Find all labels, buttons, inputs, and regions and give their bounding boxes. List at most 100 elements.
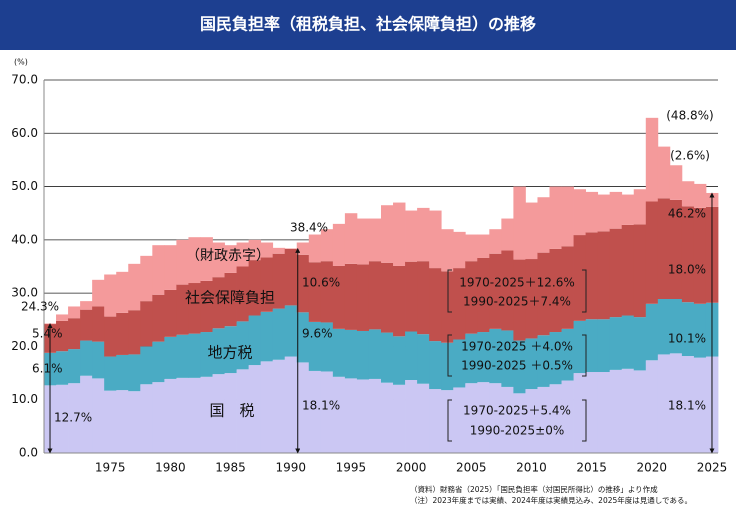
annotation: 1990-2025 ＋0.5% [461,359,573,373]
y-tick-label: 70.0 [11,73,38,87]
annotation: 1990-2025＋7.4% [463,295,571,309]
area-segment [657,146,671,199]
area-segment [164,245,177,290]
area-segment [320,229,334,262]
area-segment [645,360,659,453]
bracket [447,269,452,313]
area-segment [621,194,635,225]
bracket [582,399,587,442]
area-segment [681,302,695,357]
area-segment [224,326,237,374]
annotation: 18.1% [302,399,340,413]
area-segment [609,369,623,453]
area-segment [585,372,599,453]
area-segment [260,361,274,453]
area-segment [489,229,502,254]
area-segment [128,310,141,355]
area-segment [284,248,298,306]
area-segment [453,387,466,453]
area-segment [513,393,526,453]
area-segment [368,378,382,453]
area-segment [573,235,587,321]
x-tick-label: 1980 [155,461,186,475]
area-segment [477,332,490,383]
area-segment [405,379,418,453]
area-segment [92,279,105,307]
y-tick-label: 10.0 [11,392,38,406]
area-segment [381,205,394,263]
area-segment [537,335,550,387]
area-segment [320,261,334,323]
area-segment [68,306,81,319]
annotation: 1970-2025 ＋4.0% [461,340,573,354]
area-segment [477,234,490,258]
area-segment [597,319,611,373]
area-segment [681,181,695,207]
y-tick-label: 20.0 [11,339,38,353]
area-segment [561,380,574,453]
y-tick-label: 40.0 [11,232,38,246]
area-segment [561,246,574,329]
area-segment [537,197,550,253]
area-segment [669,299,683,354]
area-segment [212,328,225,375]
area-segment [561,328,574,381]
area-segment [344,329,358,379]
area-segment [525,202,538,260]
area-segment [140,384,153,453]
area-segment [284,248,298,249]
area-segment [501,330,514,387]
area-segment [236,242,250,267]
area-segment [585,191,599,233]
annotation: 9.6% [302,327,333,341]
y-tick-label: 50.0 [11,179,38,193]
annotation: 12.7% [54,411,92,425]
area-segment [284,305,298,357]
area-segment [176,377,189,453]
area-segment [128,263,141,311]
note: （資料）財務省（2025）「国民負担率（対国民所得比）の推移」より作成 [410,484,658,494]
area-segment [248,365,262,453]
bracket [447,399,452,442]
area-segment [104,316,117,357]
area-segment [332,376,346,453]
area-segment [236,321,250,370]
area-segment [68,318,81,350]
area-segment [308,234,322,263]
area-segment [200,332,213,377]
area-segment [441,390,454,453]
area-segment [128,354,141,392]
note: （注）2023年度までは実績、2024年度は実績見込み、2025年度は見通しであ… [410,495,692,505]
x-tick-label: 2025 [697,461,728,475]
y-tick-label: 0.0 [19,446,38,460]
area-segment [152,294,165,342]
annotation: 10.6% [302,276,340,290]
area-segment [332,328,346,377]
area-segment [597,372,611,453]
area-segment [513,340,526,394]
area-segment [104,356,117,391]
area-segment [188,283,201,334]
area-segment [92,341,105,379]
area-segment [260,257,274,312]
area-segment [573,189,587,236]
area-segment [417,383,430,453]
area-segment [164,378,177,453]
area-segment [681,356,695,453]
area-segment [633,370,647,453]
area-segment [320,322,334,372]
annotation: 38.4% [290,221,328,235]
x-tick-label: 1990 [275,461,306,475]
area-segment [609,317,623,370]
area-segment [417,207,430,262]
area-segment [441,229,454,272]
area-segment [56,384,69,453]
area-segment [164,289,177,337]
area-segment [669,165,683,200]
area-segment [140,301,153,347]
area-segment [152,245,165,295]
area-segment [368,218,382,262]
area-segment [621,368,635,453]
area-segment [525,338,538,390]
x-tick-label: 2005 [456,461,487,475]
